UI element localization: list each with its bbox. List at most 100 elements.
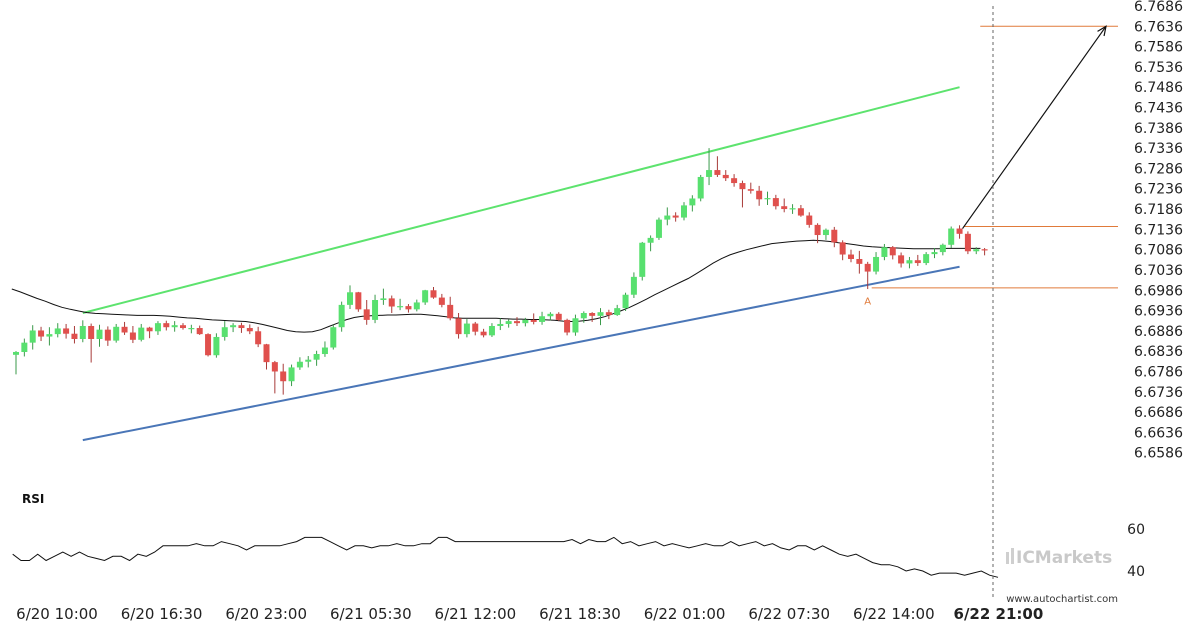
candle <box>355 291 362 312</box>
candle-body <box>731 178 738 184</box>
broker-watermark: ICMarkets <box>1006 548 1112 568</box>
candle <box>731 174 738 187</box>
rsi-axis-ticks: 60 40 <box>1127 522 1145 580</box>
candle-body <box>413 302 420 310</box>
candle-body <box>597 312 604 316</box>
candle <box>939 243 946 256</box>
candle <box>205 333 212 357</box>
candle <box>154 321 161 335</box>
forecast-arrow-line <box>962 25 1107 229</box>
candle-body <box>630 276 637 295</box>
time-tick-label: 6/22 01:00 <box>644 605 726 623</box>
candle-body <box>622 294 629 309</box>
candle <box>21 338 28 357</box>
candle-body <box>405 306 412 310</box>
candle <box>514 317 520 326</box>
candle-body <box>572 318 579 333</box>
rsi-line <box>12 536 999 578</box>
candle-body <box>13 351 19 355</box>
candle <box>822 228 829 240</box>
candle <box>296 357 303 370</box>
candle <box>864 261 871 290</box>
candle <box>923 252 930 266</box>
candle <box>363 300 370 325</box>
candle-body <box>756 190 763 200</box>
candle-body <box>205 334 212 356</box>
candle-body <box>864 263 871 272</box>
candle-body <box>488 325 495 336</box>
candle <box>956 225 963 239</box>
candle <box>647 235 654 252</box>
candle <box>622 292 629 311</box>
candle-body <box>121 326 128 333</box>
point-label: A <box>864 296 871 307</box>
price-tick-label: 6.6636 <box>1134 425 1183 441</box>
candle-body <box>296 361 303 368</box>
candle-body <box>889 247 896 256</box>
candle-body <box>664 215 671 220</box>
candle-body <box>63 328 70 334</box>
candle <box>589 312 596 322</box>
candle <box>539 311 546 325</box>
candle <box>597 308 604 326</box>
price-tick-label: 6.6886 <box>1134 324 1183 340</box>
candle-body <box>539 316 546 322</box>
candle-body <box>146 327 153 332</box>
candle-body <box>154 323 161 332</box>
candle <box>180 323 186 330</box>
candle-body <box>697 176 704 199</box>
price-tick-label: 6.7686 <box>1134 0 1183 15</box>
candle-body <box>180 325 186 329</box>
candle <box>714 156 721 177</box>
candle-body <box>271 362 278 372</box>
candle <box>413 299 420 312</box>
candle-body <box>422 290 429 303</box>
candle <box>397 298 404 311</box>
candle <box>129 325 136 344</box>
candle <box>63 323 70 339</box>
candle <box>196 325 203 335</box>
candle <box>138 323 145 342</box>
price-tick-label: 6.7186 <box>1134 202 1183 218</box>
candle-body <box>580 313 587 319</box>
candle-body <box>906 260 913 264</box>
candle-body <box>363 309 370 320</box>
candle <box>321 341 328 357</box>
candle <box>555 312 562 322</box>
candle <box>873 252 880 275</box>
candle <box>405 304 412 313</box>
candle <box>814 223 821 244</box>
candle <box>71 325 78 344</box>
candle-body <box>79 325 86 339</box>
candle <box>831 226 838 248</box>
price-tick-label: 6.7436 <box>1134 101 1183 117</box>
candle <box>706 148 713 186</box>
candle-body <box>54 328 61 335</box>
candle <box>614 304 621 316</box>
price-tick-label: 6.7086 <box>1134 243 1183 259</box>
candle-body <box>672 215 679 218</box>
candle-body <box>196 328 203 335</box>
rsi-tick-label: 60 <box>1127 522 1145 538</box>
candle-body <box>555 313 562 320</box>
candle <box>856 250 863 274</box>
price-tick-label: 6.6786 <box>1134 364 1183 380</box>
candle-body <box>547 313 554 317</box>
candle-body <box>497 323 504 326</box>
price-axis-ticks: 6.7686 6.7636 6.7586 6.7536 6.7486 6.7436 6.73… <box>1134 0 1183 462</box>
candle-body <box>29 330 36 343</box>
candle-body <box>747 189 754 191</box>
candle-body <box>397 306 404 308</box>
candle-body <box>939 244 946 253</box>
candle-body <box>647 237 654 243</box>
candle-body <box>898 255 905 264</box>
candle-body <box>71 333 78 339</box>
candle <box>113 323 120 343</box>
time-tick-label: 6/21 18:30 <box>539 605 621 623</box>
candle <box>898 252 905 268</box>
candle <box>488 323 495 337</box>
time-tick-label: 6/21 12:00 <box>435 605 517 623</box>
time-tick-label: 6/21 05:30 <box>330 605 412 623</box>
candle-body <box>614 308 621 316</box>
lower-channel-line <box>82 265 960 442</box>
